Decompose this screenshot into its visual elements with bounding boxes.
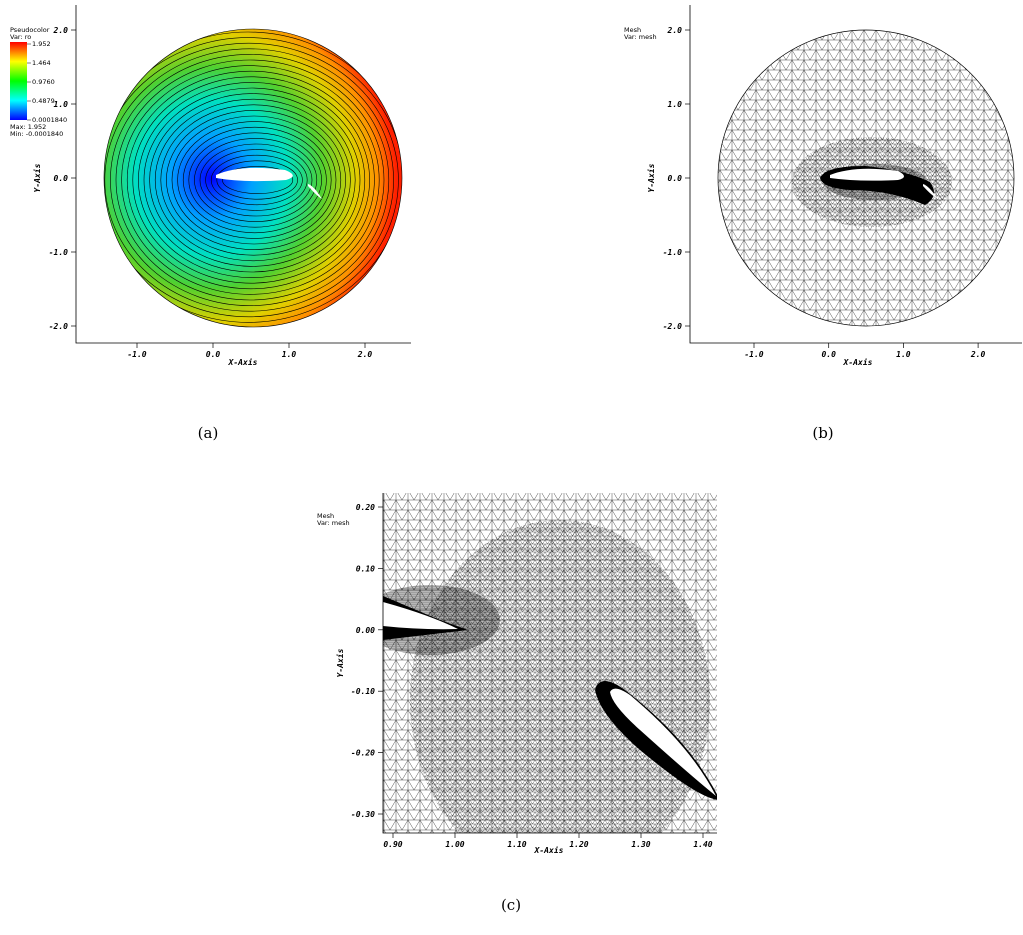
contour-line <box>182 126 327 234</box>
contour-plot <box>10 28 403 328</box>
y-tick-label: 0.00 <box>356 626 375 635</box>
y-tick-label: -1.0 <box>49 248 68 257</box>
legend-min: Min: -0.0001840 <box>10 130 63 138</box>
y-axis-label: Y-Axis <box>335 648 345 677</box>
y-tick-label: 1.0 <box>668 100 683 109</box>
y-tick-label: 2.0 <box>53 26 69 35</box>
scale-label: 1.464 <box>32 59 51 67</box>
x-tick-label: 0.90 <box>383 840 402 849</box>
contour-line <box>104 31 402 327</box>
scale-label: 0.0001840 <box>32 116 67 124</box>
caption: (b) <box>812 424 833 442</box>
contour-line <box>138 82 366 278</box>
contour-line <box>132 76 370 284</box>
scale-label: 0.9760 <box>32 78 55 86</box>
contour-line <box>149 93 356 267</box>
scale-label: 1.952 <box>32 40 51 48</box>
contour-line <box>160 104 346 256</box>
contour-line <box>154 98 351 262</box>
x-axis-label: X-Axis <box>228 357 258 367</box>
x-tick-label: 1.0 <box>282 350 297 359</box>
x-tick-label: 1.40 <box>693 840 712 849</box>
y-tick-label: 1.0 <box>54 100 69 109</box>
contour-line <box>205 149 308 211</box>
axis-frame <box>382 493 717 834</box>
caption: (c) <box>501 896 521 914</box>
contour-line <box>104 48 394 312</box>
y-tick-label: -0.20 <box>351 749 375 758</box>
y-axis-label: Y-Axis <box>32 163 42 192</box>
y-tick-label: 2.0 <box>667 26 683 35</box>
caption: (a) <box>198 424 219 442</box>
x-tick-label: -1.0 <box>127 350 146 359</box>
y-tick-label: -0.10 <box>351 687 375 696</box>
legend-title: Mesh <box>624 26 641 34</box>
contour-line <box>177 121 332 239</box>
y-axis-label: Y-Axis <box>646 163 656 192</box>
contour-line <box>110 54 390 306</box>
contour-line <box>126 70 375 290</box>
y-tick-label: 0.0 <box>668 174 683 183</box>
y-tick-label: 0.20 <box>356 503 375 512</box>
contour-lines <box>104 29 402 327</box>
contour-line <box>115 59 385 301</box>
mesh-plot <box>717 29 1015 327</box>
x-tick-label: 1.10 <box>507 840 526 849</box>
x-tick-label: 0.0 <box>821 350 836 359</box>
x-tick-label: 2.0 <box>357 350 373 359</box>
y-tick-label: -0.30 <box>351 810 375 819</box>
contour-line <box>188 132 322 228</box>
contour-line <box>104 42 399 318</box>
contour-line <box>121 65 380 295</box>
contour-line <box>222 166 294 194</box>
legend-var: Var: mesh <box>624 33 657 41</box>
mesh-zoom <box>383 493 717 833</box>
x-axis-label: X-Axis <box>843 357 873 367</box>
x-tick-label: 1.30 <box>631 840 650 849</box>
y-tick-label: 0.10 <box>356 564 375 573</box>
contour-line <box>104 37 402 323</box>
y-tick-label: 0.0 <box>54 174 69 183</box>
contour-line <box>216 160 298 200</box>
legend-max: Max: 1.952 <box>10 123 46 131</box>
axis-frame <box>75 5 411 344</box>
legend-var: Var: ro <box>10 33 31 41</box>
axis-frame <box>689 5 1022 344</box>
y-tick-label: -1.0 <box>663 248 682 257</box>
x-tick-label: 1.20 <box>569 840 588 849</box>
x-axis-label: X-Axis <box>534 845 564 855</box>
x-tick-label: -1.0 <box>744 350 763 359</box>
x-tick-label: 0.0 <box>206 350 221 359</box>
scale-label: 0.4879 <box>32 97 55 105</box>
contour-line <box>143 87 361 273</box>
legend-title: Mesh <box>317 512 334 520</box>
x-tick-label: 2.0 <box>970 350 986 359</box>
y-tick-label: -2.0 <box>49 322 68 331</box>
contour-line <box>166 110 342 250</box>
contour-line <box>171 115 337 245</box>
contour-line <box>199 143 313 217</box>
legend-var: Var: mesh <box>317 519 350 527</box>
y-tick-label: -2.0 <box>663 322 682 331</box>
x-tick-label: 1.0 <box>896 350 911 359</box>
legend-title: Pseudocolor <box>10 26 50 34</box>
airfoil <box>216 167 293 182</box>
color-bar <box>10 42 27 120</box>
x-tick-label: 1.00 <box>445 840 464 849</box>
contour-line <box>194 138 318 222</box>
flap <box>308 184 322 199</box>
contour-line <box>210 154 303 206</box>
